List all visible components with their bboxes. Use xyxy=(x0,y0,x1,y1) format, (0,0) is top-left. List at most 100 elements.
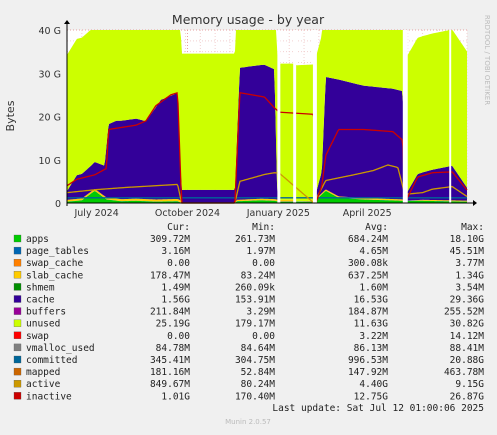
legend-value-cur: 211.84M xyxy=(150,307,190,318)
chart-title: Memory usage - by year xyxy=(172,12,325,27)
legend-value-min: 84.64M xyxy=(241,343,276,354)
legend-swatch xyxy=(13,295,22,303)
legend-name: mapped xyxy=(26,367,60,378)
x-tick-label: October 2024 xyxy=(155,208,220,219)
data-gap xyxy=(449,30,452,203)
legend-value-max: 9.15G xyxy=(455,379,484,390)
data-gap xyxy=(293,30,297,203)
line-inactive xyxy=(66,91,468,204)
legend-value-max: 26.87G xyxy=(450,391,485,402)
legend-header: Min: xyxy=(252,222,275,233)
stacked-areas xyxy=(67,30,467,203)
legend-name: shmem xyxy=(26,282,55,293)
legend-value-cur: 0.00 xyxy=(167,331,190,342)
legend-swatch xyxy=(13,355,22,364)
legend-value-min: 1.97M xyxy=(246,246,275,257)
legend-value-avg: 4.40G xyxy=(359,379,388,390)
legend-value-min: 3.29M xyxy=(246,307,275,318)
y-tick-label: 20 G xyxy=(39,113,61,124)
legend-value-cur: 345.41M xyxy=(150,355,190,366)
legend-value-cur: 1.49M xyxy=(161,282,190,293)
data-gap xyxy=(277,30,281,203)
legend-value-avg: 147.92M xyxy=(348,367,388,378)
legend-value-avg: 4.65M xyxy=(359,246,388,257)
legend-value-avg: 684.24M xyxy=(348,234,388,245)
legend-swatch xyxy=(13,259,22,267)
y-tick-label: 10 G xyxy=(39,156,61,167)
x-tick-label: April 2025 xyxy=(343,208,392,219)
legend-value-avg: 637.25M xyxy=(348,270,388,281)
legend-value-avg: 3.22M xyxy=(359,331,388,342)
legend-value-max: 29.36G xyxy=(450,295,485,306)
area-unused xyxy=(67,30,467,202)
legend-value-max: 3.54M xyxy=(455,282,484,293)
rrdtool-side-label: RRDTOOL / TOBI OETIKER xyxy=(483,15,491,105)
legend-value-max: 463.78M xyxy=(444,367,484,378)
legend-value-cur: 84.78M xyxy=(156,343,191,354)
legend-value-max: 45.51M xyxy=(450,246,485,257)
legend-value-max: 14.12M xyxy=(450,331,485,342)
x-tick-labels: July 2024 October 2024 January 2025 April 2… xyxy=(73,208,391,219)
legend-name: vmalloc_used xyxy=(26,343,95,354)
legend-value-min: 83.24M xyxy=(241,270,276,281)
legend-swatch xyxy=(13,380,22,388)
legend-name: unused xyxy=(26,319,60,330)
legend-swatch xyxy=(13,307,22,315)
legend-swatch xyxy=(13,283,22,291)
legend-value-max: 30.82G xyxy=(450,319,485,330)
legend-swatch xyxy=(13,319,22,327)
legend-header: Cur: xyxy=(167,222,190,233)
y-tick-label: 0 xyxy=(55,199,61,210)
legend-value-cur: 25.19G xyxy=(156,319,191,330)
legend-swatch xyxy=(13,271,22,279)
legend-value-min: 153.91M xyxy=(235,295,275,306)
area-cache xyxy=(67,64,467,203)
legend-value-avg: 1.60M xyxy=(359,282,388,293)
legend-header: Max: xyxy=(461,222,484,233)
legend-name: cache xyxy=(26,295,55,306)
y-tick-labels: 0 10 G 20 G 30 G 40 G xyxy=(39,26,61,210)
munin-version: Munin 2.0.57 xyxy=(225,418,271,426)
legend-value-cur: 3.16M xyxy=(161,246,190,257)
legend-value-max: 3.77M xyxy=(455,258,484,269)
legend-value-avg: 11.63G xyxy=(354,319,389,330)
legend-value-cur: 1.01G xyxy=(161,391,190,402)
y-axis-label: Bytes xyxy=(4,100,17,131)
legend-value-cur: 1.56G xyxy=(161,295,190,306)
legend-swatch xyxy=(13,392,22,400)
legend-swatch xyxy=(13,246,22,255)
x-axis-arrow xyxy=(473,200,477,206)
axes xyxy=(64,20,477,206)
area-page-tables xyxy=(67,190,467,203)
legend-value-min: 0.00 xyxy=(252,331,275,342)
x-tick-label: July 2024 xyxy=(73,208,118,219)
last-update: Last update: Sat Jul 12 01:00:06 2025 xyxy=(272,403,484,414)
data-gap xyxy=(402,30,408,203)
legend-value-min: 52.84M xyxy=(241,367,276,378)
legend-name: buffers xyxy=(26,307,66,318)
legend-value-max: 20.88G xyxy=(450,355,485,366)
legend-header: Avg: xyxy=(365,222,388,233)
data-gaps xyxy=(277,30,452,203)
y-tick-label: 40 G xyxy=(39,26,61,37)
legend-value-avg: 12.75G xyxy=(354,391,389,402)
legend-value-min: 80.24M xyxy=(241,379,276,390)
legend-value-cur: 181.16M xyxy=(150,367,190,378)
legend-name: active xyxy=(26,379,61,390)
legend-value-cur: 178.47M xyxy=(150,270,190,281)
x-tick-label: January 2025 xyxy=(246,208,310,219)
legend-value-cur: 309.72M xyxy=(150,234,190,245)
legend-name: committed xyxy=(26,355,77,366)
legend-name: page_tables xyxy=(26,246,89,257)
area-slab-cache xyxy=(67,189,467,203)
data-gap xyxy=(312,30,317,203)
legend-value-avg: 16.53G xyxy=(354,295,389,306)
legend-value-max: 1.34G xyxy=(455,270,484,281)
legend-name: inactive xyxy=(26,391,72,402)
legend-value-max: 18.10G xyxy=(450,234,485,245)
legend-value-min: 304.75M xyxy=(235,355,275,366)
legend-value-max: 255.52M xyxy=(444,307,484,318)
legend-swatch xyxy=(13,331,22,339)
line-active xyxy=(66,164,468,204)
